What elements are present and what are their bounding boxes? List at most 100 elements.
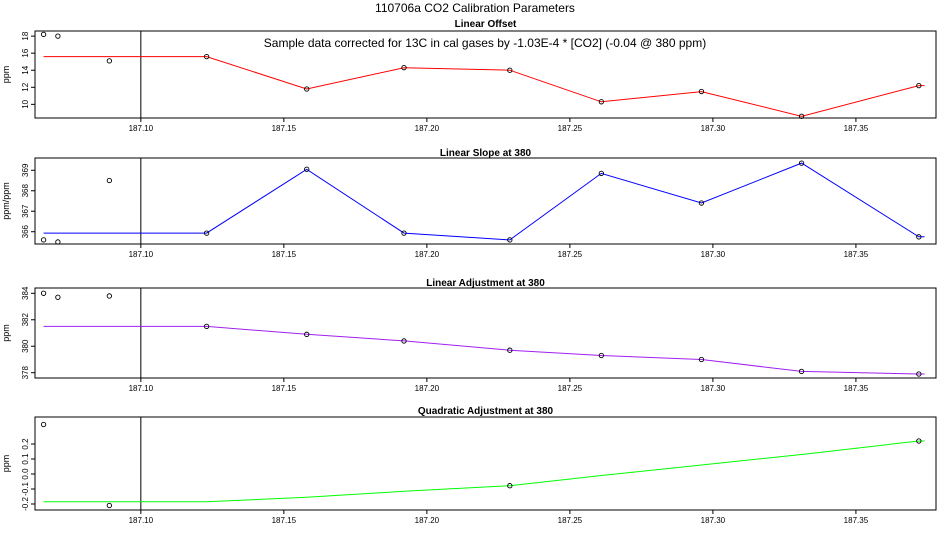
data-point (55, 294, 61, 300)
x-tick-label: 187.25 (558, 250, 583, 259)
data-point (507, 347, 513, 353)
x-tick-label: 187.30 (701, 384, 726, 393)
data-point (304, 166, 310, 172)
x-tick-label: 187.25 (558, 516, 583, 525)
data-point (698, 200, 705, 206)
data-point (698, 356, 705, 363)
y-axis-label: ppm/ppm (1, 182, 11, 220)
y-tick-label: 380 (21, 339, 30, 353)
data-point (798, 368, 805, 375)
x-tick-label: 187.20 (415, 384, 440, 393)
data-point (916, 82, 922, 89)
data-point (40, 31, 47, 38)
panel-1: Linear Offset Sample data corrected for 1… (1, 19, 937, 133)
data-point (401, 65, 407, 71)
panel-title: Linear Offset (455, 19, 517, 30)
x-tick-label: 187.35 (844, 516, 869, 525)
panel-title: Linear Adjustment at 380 (426, 278, 545, 289)
series-line (43, 56, 925, 117)
x-tick-label: 187.10 (129, 124, 154, 133)
y-tick-label: 368 (21, 184, 30, 198)
data-point (598, 170, 604, 177)
x-tick-label: 187.15 (272, 384, 297, 393)
y-tick-label: 378 (21, 365, 30, 379)
panel-subtitle: Sample data corrected for 13C in cal gas… (264, 36, 706, 50)
y-tick-label: 366 (21, 224, 30, 238)
data-point (401, 230, 407, 236)
panel-2: Linear Slope at 380 ppm/ppm 366 367 368 369 18… (1, 148, 937, 259)
x-tick-label: 187.20 (415, 124, 440, 133)
data-point (798, 160, 805, 166)
panel-title: Quadratic Adjustment at 380 (418, 406, 554, 417)
x-tick-label: 187.30 (701, 516, 726, 525)
data-point (106, 293, 113, 299)
y-tick-label: 12 (21, 82, 30, 91)
series-line (43, 325, 925, 375)
data-point (304, 86, 310, 92)
y-tick-label: 369 (21, 163, 30, 177)
data-point (40, 237, 47, 243)
data-point (203, 230, 210, 236)
data-point (507, 237, 513, 243)
x-tick-label: 187.35 (844, 384, 869, 393)
series-line (43, 162, 925, 241)
panel-3: Linear Adjustment at 380 ppm 378 380 382 384 1… (1, 278, 937, 393)
x-tick-label: 187.25 (558, 124, 583, 133)
data-point (106, 177, 113, 184)
data-point (203, 323, 210, 330)
y-axis-label: ppm (1, 66, 11, 84)
data-point (916, 371, 922, 377)
data-point (916, 438, 922, 444)
page-title: 110706a CO2 Calibration Parameters (375, 1, 575, 15)
y-tick-label: 0.0 (21, 468, 30, 480)
data-point (916, 234, 922, 240)
data-point (106, 58, 113, 64)
data-point (55, 33, 61, 39)
data-point (698, 88, 705, 95)
y-tick-label: -0.1 (21, 482, 30, 496)
x-tick-label: 187.10 (129, 384, 154, 393)
data-point (401, 338, 407, 344)
y-tick-label: 14 (21, 65, 30, 74)
data-point (507, 483, 513, 489)
y-tick-label: 384 (21, 286, 30, 300)
data-point (40, 290, 47, 296)
y-tick-label: -0.2 (21, 497, 30, 511)
series-line (43, 440, 925, 503)
plot-frame (34, 30, 937, 119)
y-tick-label: 0.2 (21, 438, 30, 450)
x-tick-label: 187.15 (272, 124, 297, 133)
x-tick-label: 187.15 (272, 250, 297, 259)
data-point (55, 239, 61, 245)
y-tick-label: 16 (21, 48, 30, 57)
plot-frame (34, 287, 937, 379)
y-axis-label: ppm (1, 455, 11, 473)
y-tick-label: 367 (21, 204, 30, 218)
x-tick-label: 187.25 (558, 384, 583, 393)
y-tick-label: 18 (21, 31, 30, 40)
y-tick-label: 382 (21, 313, 30, 327)
y-tick-label: 10 (21, 99, 30, 108)
plot-frame (34, 157, 937, 245)
data-point (106, 502, 113, 509)
panel-4: Quadratic Adjustment at 380 ppm -0.2-0.1 0.… (1, 406, 937, 525)
panel-title: Linear Slope at 380 (440, 148, 532, 159)
data-point (304, 331, 310, 337)
x-tick-label: 187.10 (129, 250, 154, 259)
x-tick-label: 187.35 (844, 124, 869, 133)
data-point (598, 99, 604, 105)
x-tick-label: 187.20 (415, 250, 440, 259)
data-point (40, 421, 47, 428)
x-tick-label: 187.15 (272, 516, 297, 525)
y-axis-label: ppm (1, 324, 11, 342)
y-tick-label: 0.1 (21, 453, 30, 465)
x-tick-label: 187.35 (844, 250, 869, 259)
x-tick-label: 187.30 (701, 124, 726, 133)
data-point (598, 352, 604, 359)
data-point (203, 53, 210, 60)
data-point (798, 113, 805, 119)
x-tick-label: 187.20 (415, 516, 440, 525)
plot-frame (34, 416, 937, 511)
data-point (507, 67, 513, 73)
